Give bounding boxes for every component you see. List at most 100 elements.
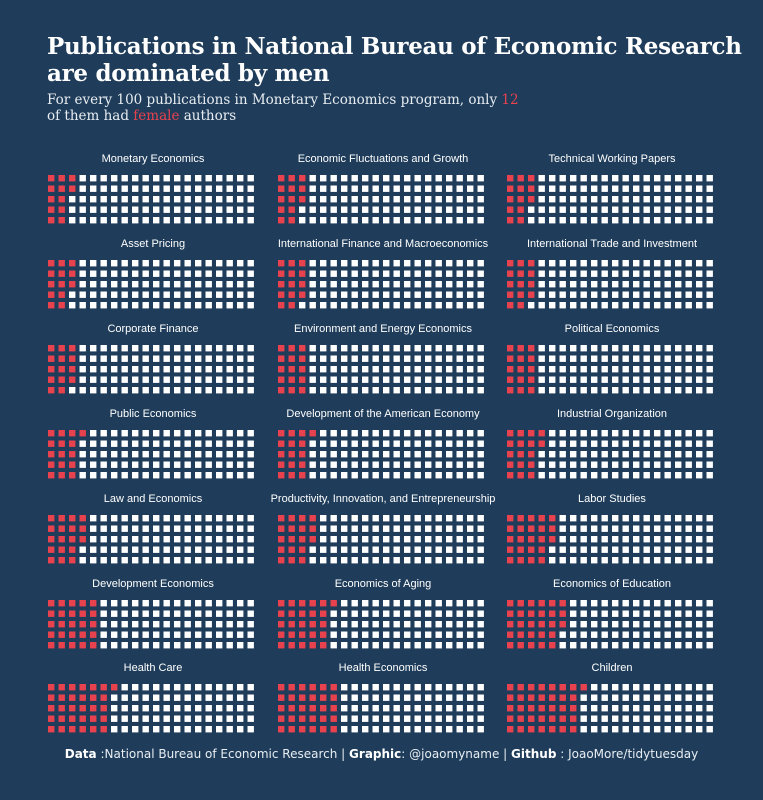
male-square [477,196,484,203]
male-square [664,600,671,607]
male-square [685,610,692,617]
male-square [570,355,577,362]
male-square [414,206,421,213]
male-square [477,175,484,182]
female-square [528,345,535,352]
male-square [153,376,160,383]
male-square [184,557,191,564]
male-square [591,451,598,458]
male-square [654,260,661,267]
male-square [195,206,202,213]
male-square [612,345,619,352]
male-square [706,472,713,479]
male-square [142,291,149,298]
male-square [570,376,577,383]
male-square [622,610,629,617]
male-square [132,281,139,288]
male-square [351,715,358,722]
male-square [393,366,400,373]
male-square [404,175,411,182]
female-square [507,715,514,722]
male-square [654,387,661,394]
male-square [675,206,682,213]
male-square [163,621,170,628]
male-square [174,631,181,638]
male-square [456,515,463,522]
male-square [685,217,692,224]
male-square [184,726,191,733]
male-square [132,196,139,203]
male-square [570,206,577,213]
male-square [580,621,587,628]
male-square [132,440,139,447]
male-square [580,345,587,352]
male-square [643,430,650,437]
male-square [393,355,400,362]
male-square [341,715,348,722]
female-square [309,430,316,437]
male-square [559,451,566,458]
male-square [309,366,316,373]
male-square [633,525,640,532]
male-square [205,715,212,722]
male-square [142,270,149,277]
male-square [121,376,128,383]
male-square [601,355,608,362]
male-square [383,281,390,288]
female-square [549,600,556,607]
male-square [383,621,390,628]
male-square [383,175,390,182]
male-square [111,610,118,617]
male-square [163,206,170,213]
male-square [467,302,474,309]
male-square [111,291,118,298]
male-square [612,461,619,468]
male-square [404,631,411,638]
male-square [226,366,233,373]
male-square [706,217,713,224]
male-square [643,642,650,649]
male-square [383,694,390,701]
female-square [320,631,327,638]
male-square [591,345,598,352]
female-square [507,302,514,309]
female-square [528,642,535,649]
male-square [121,684,128,691]
male-square [351,175,358,182]
male-square [383,461,390,468]
male-square [580,440,587,447]
male-square [477,684,484,691]
male-square [706,451,713,458]
male-square [467,185,474,192]
male-square [247,345,254,352]
male-square [570,472,577,479]
male-square [320,451,327,458]
male-square [153,726,160,733]
male-square [320,440,327,447]
male-square [446,366,453,373]
male-square [404,600,411,607]
male-square [341,705,348,712]
male-square [393,451,400,458]
male-square [643,610,650,617]
male-square [341,376,348,383]
male-square [351,196,358,203]
male-square [153,185,160,192]
male-square [654,430,661,437]
male-square [654,631,661,638]
male-square [456,610,463,617]
female-square [79,694,86,701]
male-square [330,376,337,383]
male-square [90,376,97,383]
female-square [559,715,566,722]
male-square [612,694,619,701]
male-square [696,376,703,383]
male-square [570,610,577,617]
male-square [435,291,442,298]
male-square [153,684,160,691]
male-square [633,196,640,203]
female-square [320,726,327,733]
male-square [184,461,191,468]
male-square [685,525,692,532]
female-square [299,461,306,468]
